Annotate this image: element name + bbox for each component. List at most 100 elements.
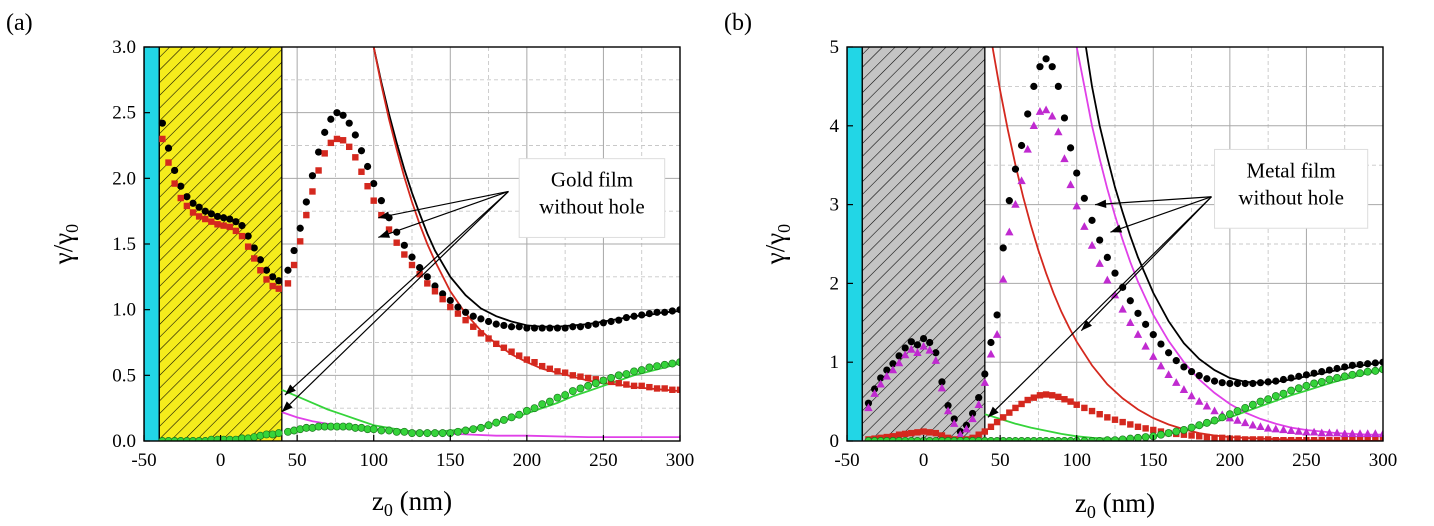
data-point-triangle — [1210, 406, 1219, 415]
data-point-square — [1326, 437, 1333, 441]
data-point-square — [493, 340, 500, 348]
data-point-circle — [438, 429, 447, 438]
data-point-square — [623, 381, 630, 388]
data-point-circle — [913, 341, 922, 349]
data-point-circle — [507, 323, 516, 331]
data-point-circle — [377, 426, 386, 435]
data-point-square — [920, 428, 927, 435]
data-point-circle — [661, 308, 669, 316]
data-point-circle — [423, 273, 431, 281]
data-point-square — [1333, 437, 1341, 441]
annotation-text: without hole — [1238, 185, 1344, 209]
data-point-square — [615, 380, 622, 387]
data-point-square — [993, 418, 1001, 426]
data-point-circle — [1103, 253, 1111, 261]
data-point-circle — [987, 338, 995, 347]
data-point-triangle — [1302, 427, 1311, 436]
data-point-triangle — [1029, 121, 1039, 129]
data-point-square — [1188, 432, 1195, 439]
data-point-circle — [492, 418, 501, 427]
data-point-square — [975, 431, 982, 438]
x-tick-label: 100 — [359, 450, 388, 471]
data-point-square — [1096, 411, 1103, 418]
data-point-circle — [1241, 403, 1250, 412]
data-point-triangle — [1332, 428, 1342, 437]
data-point-circle — [484, 421, 493, 430]
x-tick-label: -50 — [131, 450, 156, 471]
data-point-triangle — [986, 349, 996, 358]
data-point-circle — [1005, 197, 1013, 205]
data-point-square — [889, 433, 897, 440]
data-point-circle — [926, 338, 934, 347]
data-point-square — [676, 386, 680, 393]
data-point-circle — [1264, 395, 1273, 404]
y-tick-label: 1 — [830, 352, 840, 373]
data-point-circle — [469, 425, 478, 434]
y-tick-label: 1.0 — [112, 300, 136, 321]
data-point-circle — [484, 317, 493, 326]
data-point-square — [1318, 437, 1325, 441]
data-point-circle — [907, 338, 915, 346]
data-point-circle — [1325, 366, 1333, 374]
data-point-circle — [1226, 379, 1234, 388]
data-point-square — [358, 168, 365, 175]
data-point-circle — [369, 425, 378, 434]
data-point-circle — [1241, 379, 1249, 388]
data-point-circle — [1318, 368, 1326, 376]
data-point-square — [393, 239, 400, 246]
data-point-square — [987, 423, 995, 431]
data-point-circle — [431, 282, 439, 290]
data-point-circle — [607, 317, 615, 326]
data-point-square — [303, 211, 310, 219]
x-tick-label: 200 — [513, 450, 542, 471]
data-point-square — [339, 137, 347, 144]
data-point-circle — [1379, 358, 1383, 366]
data-point-square — [1341, 437, 1348, 441]
data-point-square — [416, 271, 423, 278]
data-point-triangle — [1110, 290, 1120, 299]
data-point-triangle — [956, 430, 965, 438]
data-point-circle — [1218, 413, 1227, 422]
data-point-square — [538, 362, 546, 370]
data-point-circle — [275, 277, 283, 285]
data-point-square — [1061, 396, 1068, 403]
data-point-circle — [226, 215, 234, 223]
data-point-square — [908, 429, 915, 437]
data-point-circle — [158, 119, 166, 127]
data-point-square — [159, 135, 166, 143]
data-point-square — [424, 280, 431, 287]
x-tick-label: 150 — [1139, 450, 1168, 471]
data-point-circle — [653, 362, 661, 371]
data-point-circle — [423, 429, 432, 438]
data-point-square — [1280, 437, 1287, 441]
annotation-arrowhead — [378, 211, 390, 220]
data-point-circle — [1073, 169, 1081, 177]
data-point-square — [981, 428, 989, 435]
data-point-triangle — [1202, 401, 1212, 410]
data-point-circle — [1325, 375, 1334, 384]
data-point-triangle — [1263, 423, 1273, 432]
data-point-circle — [1141, 433, 1150, 441]
data-point-circle — [1310, 379, 1319, 388]
data-point-triangle — [1233, 415, 1242, 424]
data-point-circle — [290, 246, 298, 255]
data-point-square — [1127, 421, 1134, 428]
data-point-triangle — [943, 406, 953, 415]
data-point-circle — [1126, 297, 1134, 305]
data-point-square — [1272, 437, 1279, 441]
data-point-circle — [1017, 141, 1026, 150]
data-point-triangle — [1271, 424, 1280, 433]
data-point-circle — [345, 119, 353, 127]
annotation-text: Gold film — [551, 168, 633, 192]
data-point-square — [1349, 437, 1356, 441]
data-point-square — [454, 310, 462, 317]
data-point-circle — [538, 324, 546, 332]
y-tick-label: 5 — [830, 37, 840, 58]
data-point-circle — [1180, 363, 1188, 371]
y-tick-label: 2.0 — [112, 168, 136, 189]
data-point-circle — [1172, 427, 1181, 436]
data-point-circle — [1195, 371, 1203, 380]
data-point-circle — [1210, 416, 1219, 425]
data-point-circle — [256, 256, 264, 264]
